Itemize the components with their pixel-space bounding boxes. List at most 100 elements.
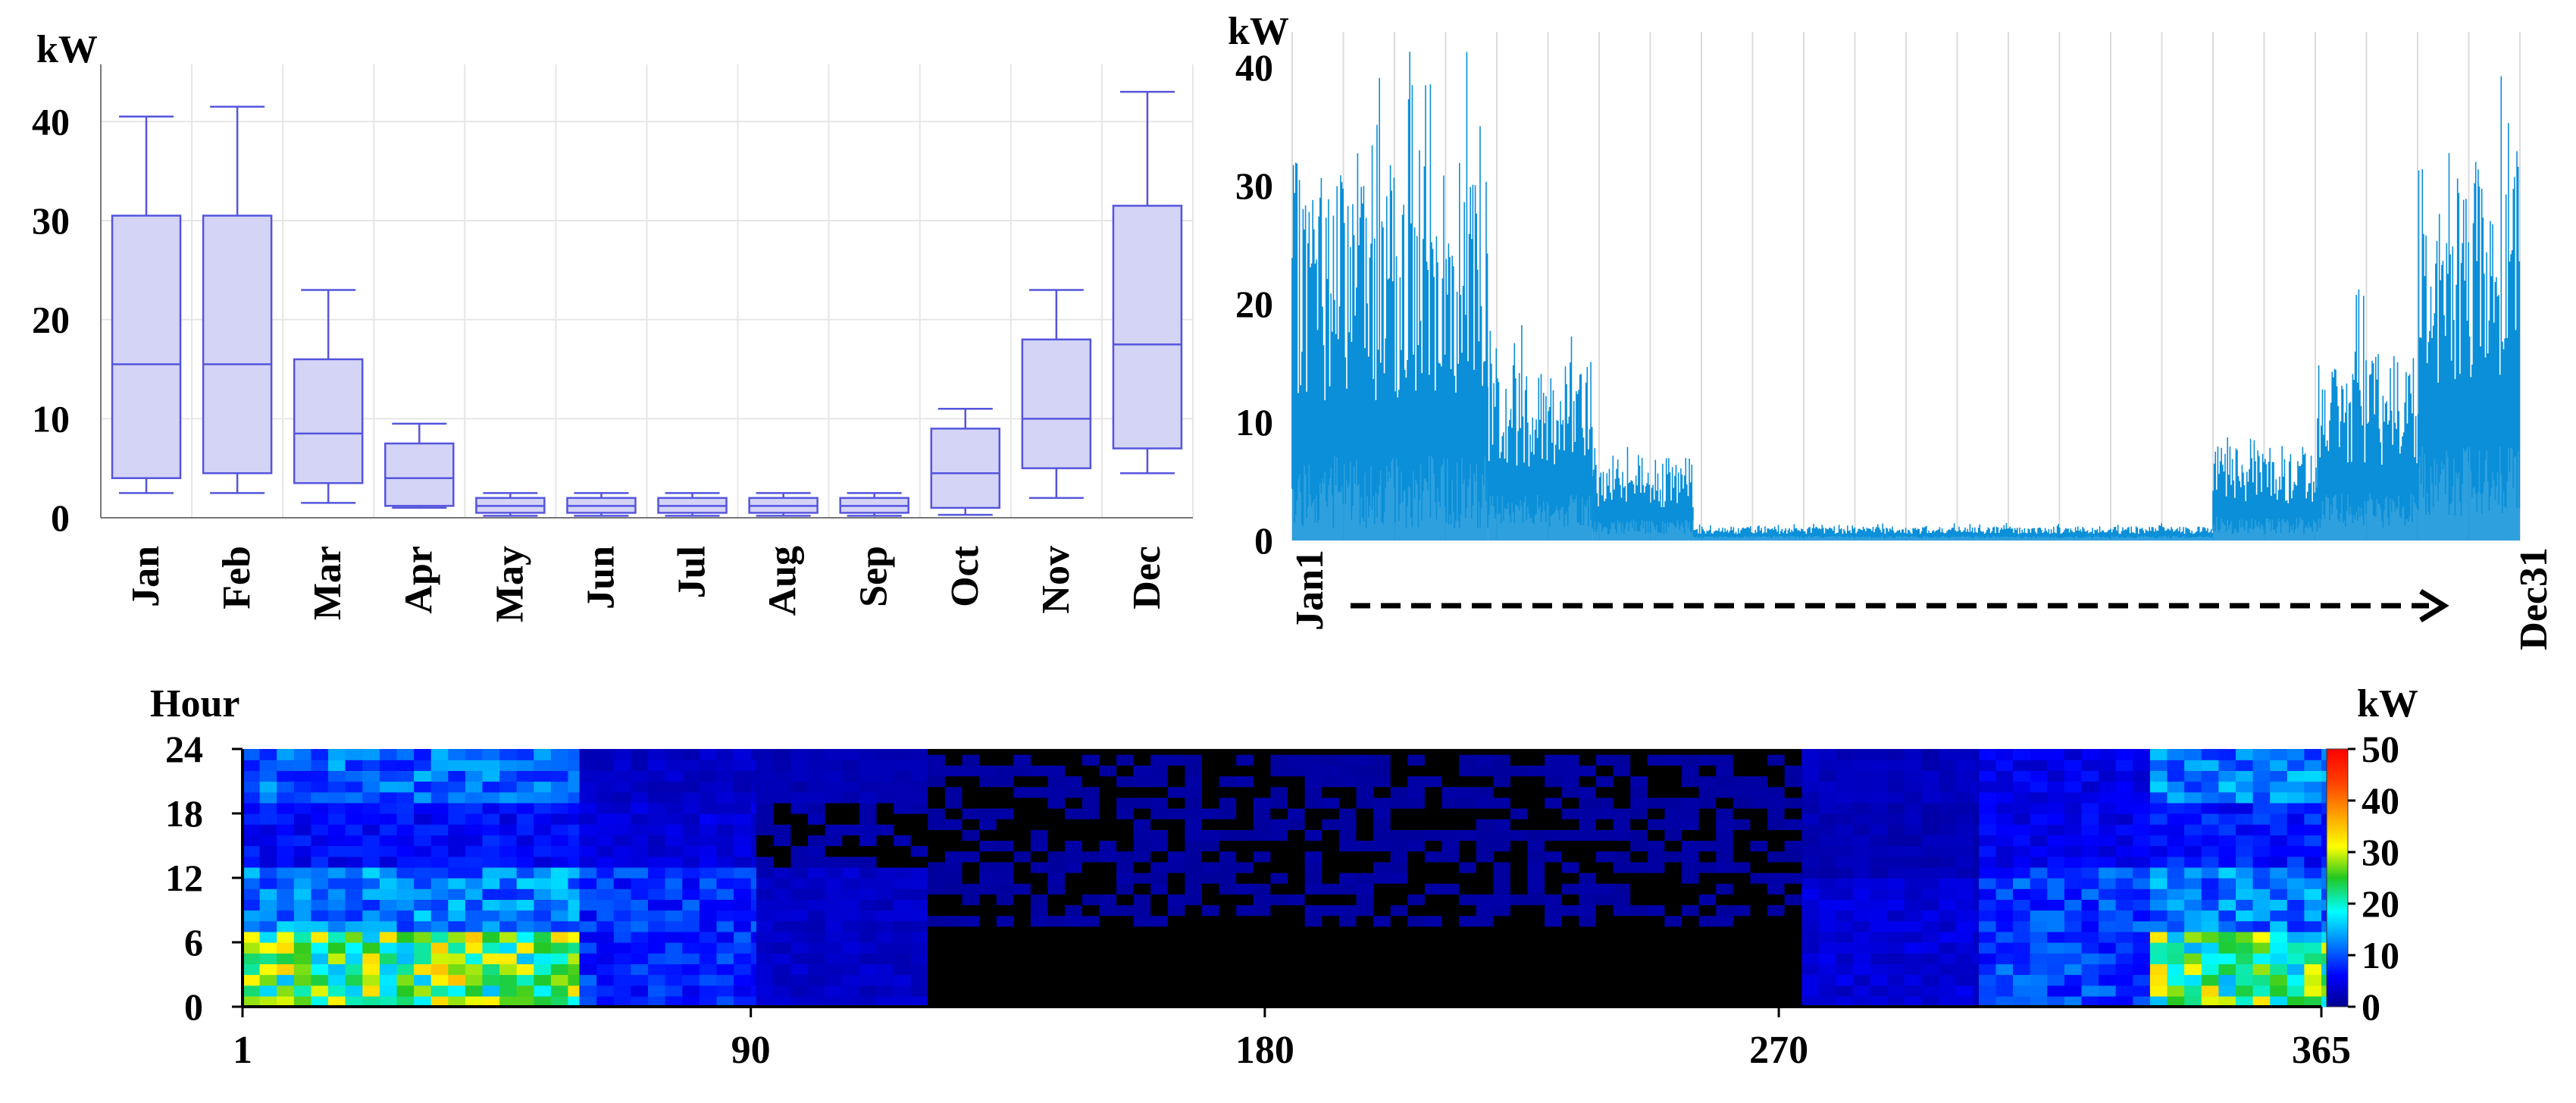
heatmap-cell bbox=[1304, 915, 1322, 927]
heatmap-cell bbox=[996, 749, 1014, 755]
heatmap-cell bbox=[1253, 829, 1271, 841]
heatmap-cell bbox=[859, 974, 878, 986]
line-series-spikes bbox=[1592, 447, 1694, 535]
heatmap-cell bbox=[1613, 942, 1631, 954]
heatmap-ytick-label: 12 bbox=[165, 857, 203, 899]
heatmap-cell bbox=[944, 995, 963, 1007]
heatmap-cell bbox=[1955, 835, 1973, 847]
heatmap-cell bbox=[2149, 791, 2168, 804]
heatmap-cell bbox=[2184, 749, 2202, 760]
heatmap-cell bbox=[2167, 964, 2185, 976]
heatmap-cell bbox=[2184, 802, 2202, 814]
heatmap-cell bbox=[1750, 786, 1768, 798]
heatmap-cell bbox=[596, 813, 615, 825]
heatmap-cell bbox=[613, 866, 631, 879]
heatmap-cell bbox=[482, 813, 500, 825]
heatmap-cell bbox=[2270, 791, 2288, 804]
heatmap-cell bbox=[1407, 904, 1426, 917]
heatmap-cell bbox=[2201, 770, 2219, 782]
heatmap-cell bbox=[1682, 995, 1700, 1007]
box-category-label: Aug bbox=[762, 546, 805, 616]
heatmap-cell bbox=[1613, 904, 1631, 917]
heatmap-cell bbox=[894, 964, 912, 976]
box-iqr bbox=[1112, 205, 1183, 450]
heatmap-cell bbox=[1270, 851, 1288, 863]
heatmap-cell bbox=[842, 920, 860, 932]
heatmap-cell bbox=[1579, 904, 1597, 917]
heatmap-cell bbox=[1613, 754, 1631, 766]
heatmap-cell bbox=[1081, 765, 1100, 777]
heatmap-cell bbox=[894, 781, 912, 793]
heatmap-cell bbox=[1698, 915, 1717, 927]
heatmap-cell bbox=[808, 995, 826, 1007]
heatmap-cell bbox=[1801, 845, 1820, 857]
heatmap-cell bbox=[1939, 813, 1957, 825]
heatmap-cell bbox=[1219, 776, 1237, 788]
heatmap-cell bbox=[2115, 964, 2133, 976]
heatmap-cell bbox=[362, 974, 380, 986]
heatmap-cell bbox=[699, 899, 718, 911]
heatmap-cell bbox=[568, 760, 581, 771]
heatmap-cell bbox=[1596, 894, 1614, 906]
heatmap-cell bbox=[414, 964, 432, 976]
heatmap-cell bbox=[1065, 754, 1083, 766]
heatmap-cell bbox=[1185, 964, 1203, 976]
heatmap-cell bbox=[1202, 749, 1220, 755]
heatmap-cell bbox=[1870, 813, 1888, 825]
heatmap-cell bbox=[1081, 974, 1100, 986]
heatmap-cell bbox=[1373, 995, 1391, 1007]
heatmap-cell bbox=[996, 953, 1014, 964]
heatmap-cell bbox=[1613, 807, 1631, 819]
heatmap-cell bbox=[1030, 851, 1049, 863]
heatmap-cell bbox=[414, 824, 432, 835]
heatmap-cell bbox=[1116, 931, 1135, 943]
heatmap-cell bbox=[1013, 840, 1031, 852]
heatmap-cell bbox=[1338, 786, 1357, 798]
heatmap-cell bbox=[716, 985, 734, 997]
heatmap-cell bbox=[1545, 942, 1563, 954]
heatmap-cell bbox=[2081, 835, 2099, 847]
heatmap-cell bbox=[1682, 819, 1700, 830]
heatmap-cell bbox=[1167, 754, 1185, 766]
heatmap-cell bbox=[1493, 904, 1511, 917]
heatmap-cell bbox=[1579, 995, 1597, 1007]
heatmap-cell bbox=[1338, 942, 1357, 954]
heatmap-cell bbox=[1116, 926, 1135, 932]
heatmap-cell bbox=[277, 749, 295, 760]
heatmap-cell bbox=[1150, 942, 1169, 954]
heatmap-cell bbox=[1030, 931, 1049, 943]
heatmap-cell bbox=[499, 888, 518, 900]
heatmap-cell bbox=[790, 878, 809, 889]
heatmap-cell bbox=[1065, 829, 1083, 841]
heatmap-cell bbox=[962, 985, 980, 997]
heatmap-cell bbox=[482, 899, 500, 911]
heatmap-cell bbox=[1801, 781, 1820, 793]
heatmap-cell bbox=[2047, 802, 2065, 814]
heatmap-cell bbox=[1510, 807, 1529, 819]
heatmap-cell bbox=[1493, 953, 1511, 964]
heatmap-cell bbox=[414, 985, 432, 997]
heatmap-cell bbox=[750, 953, 757, 964]
heatmap-cell bbox=[1596, 985, 1614, 997]
heatmap-cell bbox=[379, 931, 398, 943]
heatmap-cell bbox=[1047, 807, 1066, 819]
heatmap-cell bbox=[1973, 920, 1980, 932]
heatmap-cell bbox=[1995, 995, 2014, 1007]
heatmap-cell bbox=[362, 781, 380, 793]
heatmap-cell bbox=[1202, 883, 1220, 895]
heatmap-cell bbox=[1116, 942, 1135, 954]
heatmap-cell bbox=[499, 985, 518, 997]
heatmap-cell bbox=[1373, 953, 1391, 964]
heatmap-cell bbox=[448, 781, 466, 793]
heatmap-cell bbox=[1459, 931, 1477, 943]
heatmap-cell bbox=[1647, 819, 1665, 830]
heatmap-cell bbox=[1099, 904, 1117, 917]
heatmap-cell bbox=[1338, 931, 1357, 943]
heatmap-cell bbox=[1870, 995, 1888, 1007]
heatmap-cell bbox=[894, 910, 912, 922]
heatmap-cell bbox=[1664, 776, 1682, 788]
heatmap-cell bbox=[1167, 953, 1185, 964]
heatmap-cell bbox=[1596, 851, 1614, 863]
heatmap-cell bbox=[1185, 776, 1203, 788]
heatmap-cell bbox=[550, 995, 569, 1007]
